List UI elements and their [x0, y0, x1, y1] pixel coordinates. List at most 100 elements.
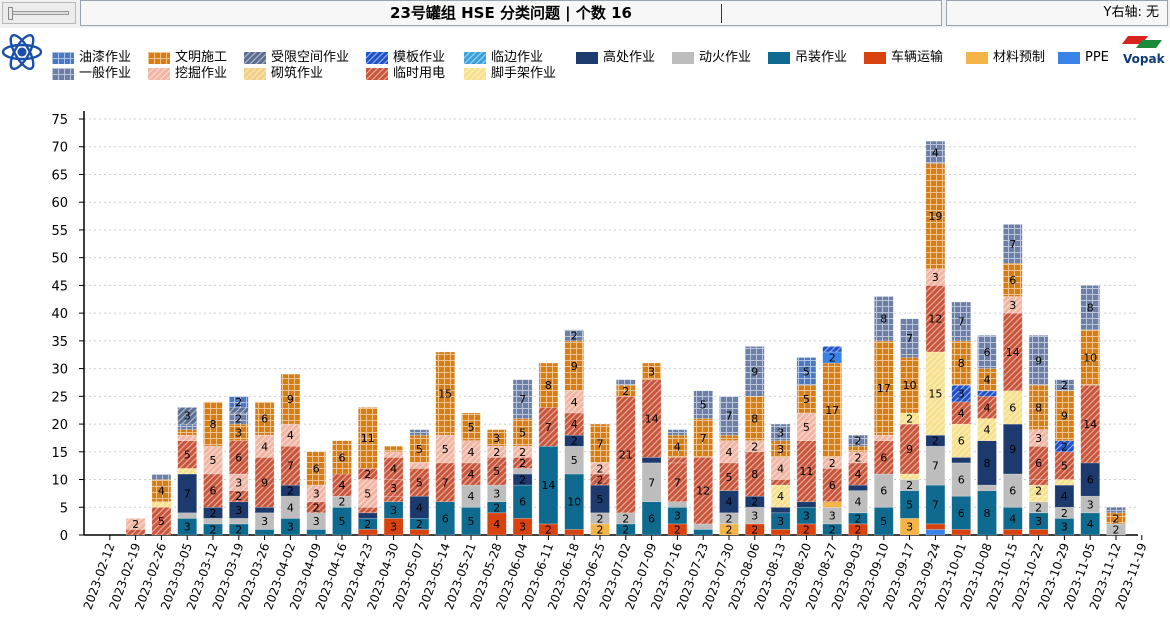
data-label: 2: [571, 435, 578, 448]
data-label: 10: [1083, 352, 1097, 365]
data-label: 7: [674, 476, 681, 489]
data-label: 4: [339, 479, 346, 492]
bar-segment: 临时用电: 21: [615, 396, 636, 514]
bar-segment: 一般作业: 7: [899, 318, 920, 358]
bar-segment: 文明施工: 3: [486, 429, 507, 447]
bar-segment: 文明施工: 10: [1080, 329, 1100, 386]
bar-segment: 吊装作业: 5: [899, 490, 920, 519]
data-label: 4: [984, 374, 991, 387]
bar-segment: 吊装作业: 1: [693, 529, 714, 536]
bar-segment: 一般作业: 2: [1054, 379, 1075, 392]
data-label: 4: [777, 490, 784, 503]
data-label: 6: [829, 479, 836, 492]
data-label: 5: [364, 487, 371, 500]
data-label: 5: [726, 471, 733, 484]
text-cursor: [721, 4, 722, 23]
data-label: 17: [825, 404, 839, 417]
bar-segment: 车辆运输: 1: [1028, 529, 1049, 536]
bar-segment: 文明施工: 1: [719, 434, 739, 442]
legend-swatch: [768, 52, 790, 64]
data-label: 21: [619, 449, 633, 462]
data-label: 3: [493, 432, 500, 445]
bar-segment: 受限空间作业: 3: [177, 407, 197, 425]
legend-swatch: [1058, 52, 1080, 64]
bar-segment: 临时用电: 4: [383, 457, 404, 480]
data-label: 2: [803, 523, 810, 536]
legend-label: 受限空间作业: [271, 50, 350, 65]
bar-segment: 一般作业: 1: [1106, 506, 1126, 514]
bar-segment: 一般作业: 9: [1028, 335, 1049, 386]
data-label: 8: [751, 468, 758, 481]
bar-segment: 动火作业: 4: [280, 495, 301, 519]
data-label: 2: [1035, 501, 1042, 514]
data-label: 3: [313, 515, 320, 528]
data-label: 14: [541, 479, 555, 492]
data-label: 6: [1009, 401, 1016, 414]
bar-segment: 临时用电: 1: [357, 506, 378, 514]
legend-label: 一般作业: [79, 66, 132, 81]
data-label: 2: [932, 435, 939, 448]
data-label: 4: [468, 446, 475, 459]
data-label: 4: [416, 501, 423, 514]
data-label: 6: [210, 485, 217, 498]
y-right-axis-selector[interactable]: Y右轴: 无: [946, 0, 1168, 26]
y-tick-label: 45: [51, 279, 68, 294]
bar-segment: 一般作业: 9: [744, 346, 765, 397]
data-label: 14: [1083, 418, 1097, 431]
bar-segment: 一般作业: 1: [177, 423, 197, 430]
chart-title-box: 23号罐组 HSE 分类问题 | 个数 16: [80, 0, 942, 26]
data-label: 2: [829, 523, 836, 536]
legend-swatch: [864, 52, 886, 64]
y-tick-label: 40: [51, 307, 68, 322]
legend-label: 临时用电: [393, 66, 446, 81]
slider-thumb[interactable]: [8, 7, 13, 20]
data-label: 3: [261, 515, 268, 528]
data-label: 6: [880, 451, 887, 464]
data-label: 3: [1035, 432, 1042, 445]
data-label: 5: [416, 476, 423, 489]
legend-swatch: [464, 68, 486, 80]
data-label: 2: [287, 485, 294, 498]
stacked-bar: 吊装作业: 1动火作业: 3临时用电: 2挖掘作业: 3文明施工: 6: [306, 451, 327, 536]
bar-segment: 一般作业: 2: [564, 329, 585, 342]
data-label: 6: [261, 413, 268, 426]
data-label: 2: [493, 501, 500, 514]
legend-label: 车辆运输: [891, 50, 944, 65]
bar-segment: 临时用电: 2: [512, 457, 533, 469]
bar-segment: 吊装作业: 1: [306, 529, 327, 536]
data-label: 3: [829, 510, 836, 523]
data-label: 5: [416, 443, 423, 456]
bar-segment: 动火作业: 2: [590, 512, 610, 525]
data-label: 4: [390, 462, 397, 475]
y-tick-label: 60: [51, 196, 68, 211]
data-label: 4: [984, 401, 991, 414]
data-label: 5: [571, 454, 578, 467]
top-toolbar: 23号罐组 HSE 分类问题 | 个数 16 Y右轴: 无: [0, 0, 1170, 28]
data-label: 14: [645, 413, 659, 426]
data-label: 2: [339, 496, 346, 509]
data-label: 4: [1061, 490, 1068, 503]
legend-label: 高处作业: [603, 50, 656, 65]
bar-segment: 模板作业: 1: [977, 390, 997, 397]
bar-segment: 挖掘作业: 1: [873, 434, 894, 442]
data-label: 3: [777, 443, 784, 456]
legend-label: 材料预制: [993, 50, 1046, 65]
stacked-bar: 车辆运输: 1吊装作业: 2高处作业: 4临时用电: 5挖掘作业: 1文明施工:…: [409, 429, 430, 536]
bar-segment: 临时用电: 1: [383, 495, 404, 503]
data-label: 6: [648, 512, 655, 525]
data-label: 6: [1035, 457, 1042, 470]
data-label: 3: [1061, 521, 1068, 534]
zoom-slider[interactable]: [2, 2, 76, 24]
stacked-bar: 材料预制: 2动火作业: 2高处作业: 5临时用电: 2挖掘作业: 2文明施工:…: [590, 423, 610, 536]
data-label: 3: [235, 476, 242, 489]
bar-segment: 模板作业: 1: [822, 346, 843, 353]
bar-segment: 文明施工: 5: [461, 412, 481, 442]
data-label: 5: [803, 365, 810, 378]
stacked-bar: 吊装作业: 3动火作业: 4高处作业: 2临时用电: 7挖掘作业: 4文明施工:…: [280, 373, 301, 536]
bar-segment: 车辆运输: 1: [1002, 529, 1023, 536]
bar-segment: 油漆作业: 2: [229, 396, 249, 408]
data-label: 2: [906, 413, 913, 426]
data-label: 4: [855, 468, 862, 481]
data-label: 2: [519, 457, 526, 470]
data-label: 2: [1113, 512, 1120, 525]
